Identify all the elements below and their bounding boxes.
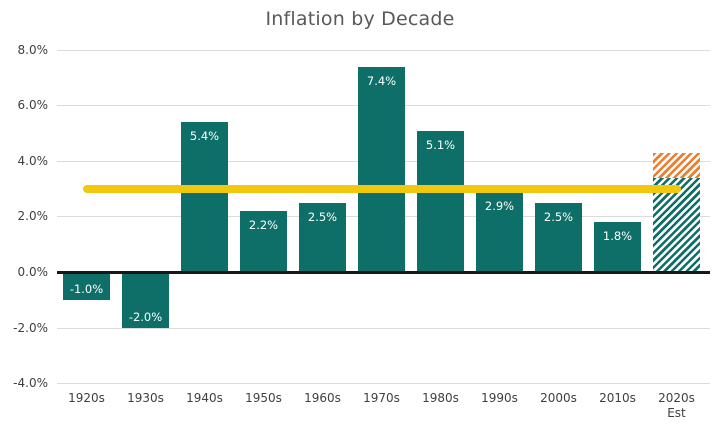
gridline-8.0% [57,49,710,51]
estimate-bar-segment-orange[interactable] [653,152,700,178]
x-axis-tick-1980s: 1980s [422,391,459,405]
bar-1960s[interactable] [299,203,346,273]
x-axis-tick-1970s: 1970s [363,391,400,405]
x-axis-tick-1960s: 1960s [304,391,341,405]
x-axis-zero-line [57,271,710,274]
bar-1920s[interactable] [63,272,110,301]
x-axis-tick-2020s-est: 2020s Est [658,391,695,420]
estimate-bar-segment-teal[interactable] [653,177,700,273]
bar-1930s[interactable] [122,272,169,329]
bar-label-1940s: 5.4% [189,129,220,144]
x-axis-tick-1940s: 1940s [186,391,223,405]
x-axis-tick-1950s: 1950s [245,391,282,405]
bar-label-1950s: 2.2% [248,218,279,233]
gridline--2.0% [57,327,710,329]
bar-label-1980s: 5.1% [425,137,456,152]
bar-label-1960s: 2.5% [307,210,338,224]
bar-2010s[interactable] [594,222,641,273]
y-axis-tick-0.0%: 0.0% [17,265,49,279]
y-axis-tick-8.0%: 8.0% [17,42,49,57]
chart-title: Inflation by Decade [265,8,455,30]
bar-label-2000s: 2.5% [543,210,574,224]
gridline--4.0% [57,383,710,385]
bar-1990s[interactable] [476,191,523,273]
y-axis-tick-4.0%: 4.0% [17,153,49,168]
bar-label-1930s: -2.0% [128,309,163,324]
average-reference-line [82,185,681,194]
x-axis-tick-2010s: 2010s [599,391,636,405]
bar-label-1990s: 2.9% [484,198,515,213]
bar-1940s[interactable] [181,122,228,273]
bar-label-2010s: 1.8% [602,229,633,244]
bar-1970s[interactable] [358,66,405,273]
x-axis-tick-1990s: 1990s [481,391,518,405]
bar-label-1970s: 7.4% [366,73,397,88]
x-axis-tick-1920s: 1920s [68,391,105,405]
x-axis-tick-2000s: 2000s [540,391,577,405]
x-axis-tick-1930s: 1930s [127,391,164,405]
y-axis-tick-6.0%: 6.0% [17,98,49,113]
bar-1980s[interactable] [417,130,464,273]
bar-1950s[interactable] [240,211,287,273]
y-axis-tick--2.0%: -2.0% [13,320,48,335]
bar-label-1920s: -1.0% [69,281,104,296]
bar-2000s[interactable] [535,203,582,273]
y-axis-tick--4.0%: -4.0% [13,376,48,391]
y-axis-tick-2.0%: 2.0% [17,209,49,224]
